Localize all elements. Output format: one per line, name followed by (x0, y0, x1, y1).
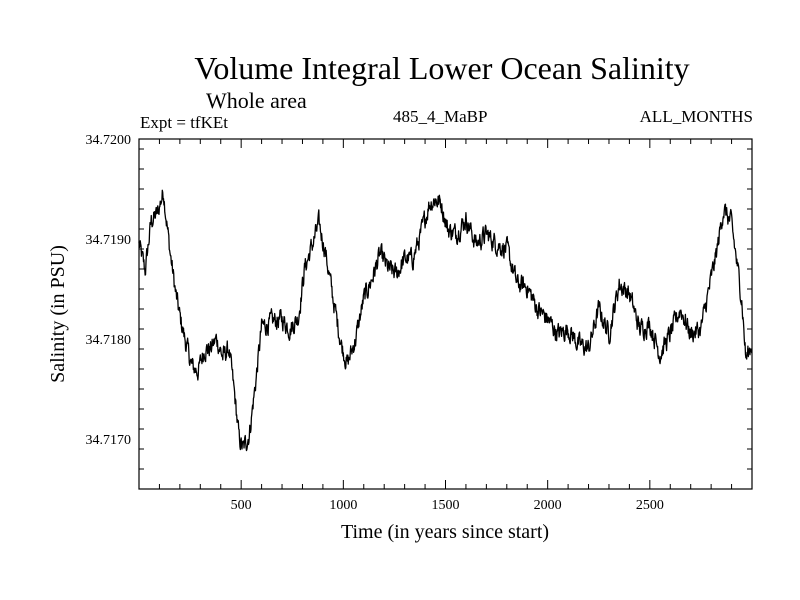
chart-title: Volume Integral Lower Ocean Salinity (194, 50, 690, 86)
run-label: 485_4_MaBP (393, 107, 488, 126)
experiment-label: Expt = tfKEt (140, 113, 228, 132)
x-tick-label: 2500 (636, 498, 664, 513)
y-axis-title: Salinity (in PSU) (47, 245, 69, 383)
y-tick-label: 34.7170 (86, 433, 132, 448)
salinity-series-line (138, 189, 753, 452)
y-tick-label: 34.7190 (86, 233, 132, 248)
x-tick-label: 1500 (432, 498, 460, 513)
y-tick-label: 34.7180 (86, 333, 132, 348)
plot-frame (138, 138, 753, 490)
x-tick-label: 1000 (329, 498, 357, 513)
chart-subtitle: Whole area (206, 88, 307, 113)
y-tick-label: 34.7200 (86, 133, 132, 148)
period-label: ALL_MONTHS (639, 107, 753, 126)
x-axis-title: Time (in years since start) (341, 521, 549, 543)
x-tick-label: 2000 (534, 498, 562, 513)
x-tick-label: 500 (231, 498, 252, 513)
plot-area: 500 1000 1500 2000 2500 34.7170 34.7180 34.7190… (86, 133, 753, 513)
